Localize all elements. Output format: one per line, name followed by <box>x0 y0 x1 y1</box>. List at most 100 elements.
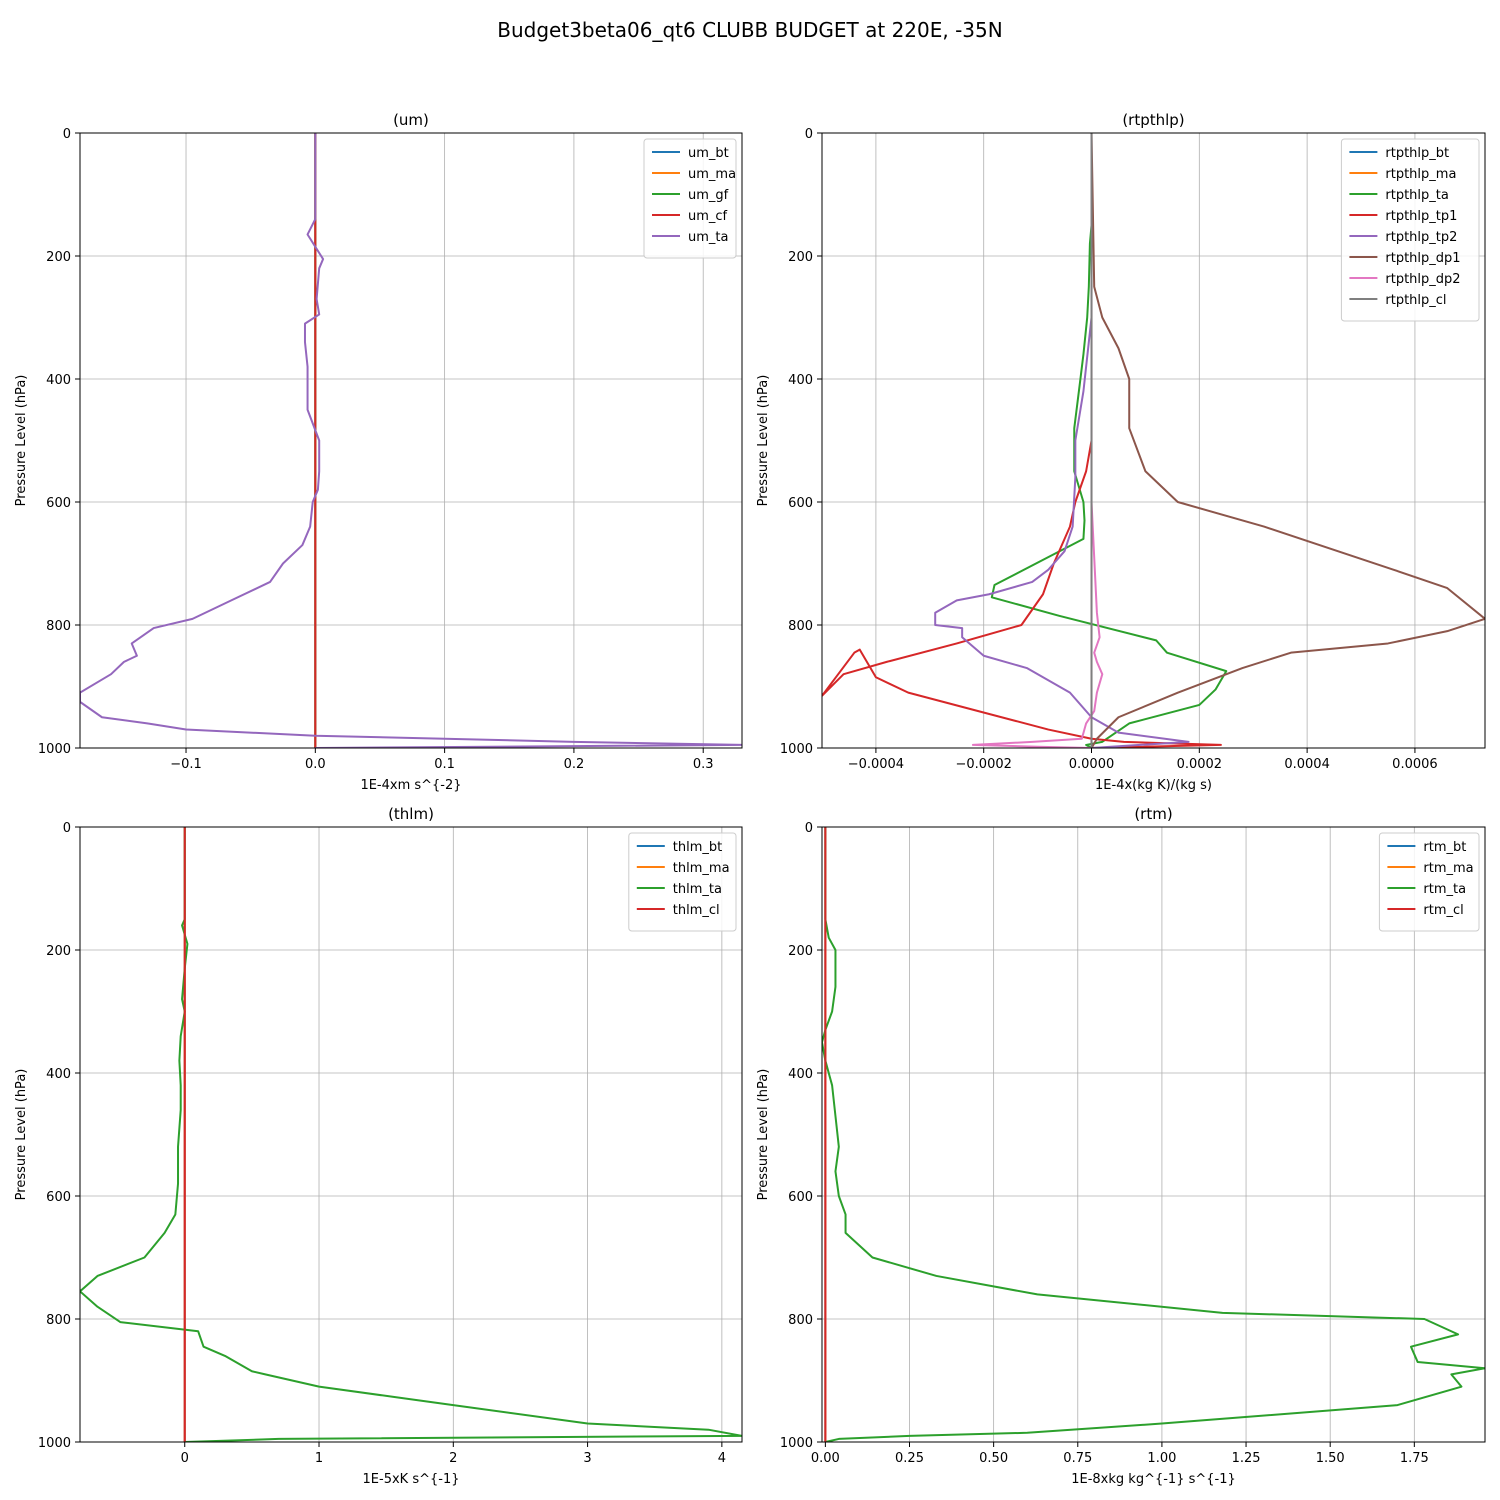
legend: thlm_bt thlm_ma thlm_ta thlm_cl <box>628 832 737 932</box>
y-tick-label: 0 <box>805 127 813 142</box>
chart-panel-2: (rtpthlp) −0.0004 −0.0002 0.0000 0.0002 0.000… <box>756 111 1486 793</box>
panel-title: (thlm) <box>388 805 434 823</box>
legend-label-thlm_cl: thlm_cl <box>673 903 720 918</box>
figure-suptitle: Budget3beta06_qt6 CLUBB BUDGET at 220E, … <box>497 18 1002 42</box>
y-tick-label: 400 <box>788 373 813 388</box>
legend-label-rtm_cl: rtm_cl <box>1423 903 1463 918</box>
series-line-rtpthlp_tp2 <box>934 133 1190 748</box>
x-tick-label: −0.0004 <box>848 757 904 772</box>
axes-frame <box>79 826 743 1443</box>
y-tick-label: 600 <box>46 1190 71 1205</box>
legend-box <box>1378 832 1480 932</box>
legend-label-rtpthlp_bt: rtpthlp_bt <box>1385 146 1449 161</box>
x-tick-label: 0.25 <box>895 1451 924 1466</box>
legend-label-rtm_bt: rtm_bt <box>1423 840 1466 855</box>
y-tick-label: 400 <box>788 1067 813 1082</box>
y-tick-label: 600 <box>788 496 813 511</box>
y-tick-label: 0 <box>63 821 71 836</box>
legend-label-thlm_bt: thlm_bt <box>673 840 722 855</box>
panel-title: (rtpthlp) <box>1122 111 1184 129</box>
y-axis-label: Pressure Level (hPa) <box>756 375 771 507</box>
legend-label-rtpthlp_ta: rtpthlp_ta <box>1385 188 1448 203</box>
x-tick-label: 0.1 <box>434 757 455 772</box>
series-group <box>822 133 1485 748</box>
x-tick-label: 1.25 <box>1232 1451 1261 1466</box>
legend-label-rtpthlp_dp2: rtpthlp_dp2 <box>1385 272 1460 287</box>
x-tick-label: 0.3 <box>693 757 714 772</box>
legend-label-um_ma: um_ma <box>688 167 736 182</box>
x-axis-label: 1E-4x(kg K)/(kg s) <box>1095 778 1212 793</box>
x-tick-label: 1.50 <box>1316 1451 1345 1466</box>
y-axis-label: Pressure Level (hPa) <box>14 375 29 507</box>
x-tick-label: −0.0002 <box>956 757 1012 772</box>
x-axis-label: 1E-8xkg kg^{-1} s^{-1} <box>1071 1472 1236 1487</box>
legend: um_bt um_ma um_gf um_cf um_ta <box>643 138 737 259</box>
legend-label-thlm_ta: thlm_ta <box>673 882 722 897</box>
legend-label-um_gf: um_gf <box>688 188 729 203</box>
x-tick-label: 0.0 <box>305 757 326 772</box>
x-tick-label: 2 <box>449 1451 457 1466</box>
legend-label-rtpthlp_cl: rtpthlp_cl <box>1385 293 1446 308</box>
y-tick-label: 800 <box>788 1313 813 1328</box>
y-tick-label: 200 <box>46 944 71 959</box>
panels: (um)−0.1 0.0 0.1 0.2 0.3020040060080010001E-… <box>14 111 1486 1487</box>
y-tick-label: 200 <box>46 250 71 265</box>
x-axis-label: 1E-4xm s^{-2} <box>360 778 461 793</box>
x-tick-label: 1.00 <box>1147 1451 1176 1466</box>
y-tick-label: 200 <box>788 944 813 959</box>
series-line-thlm_ta <box>80 827 742 1442</box>
legend-label-rtpthlp_dp1: rtpthlp_dp1 <box>1385 251 1460 266</box>
x-tick-label: 0.00 <box>811 1451 840 1466</box>
y-tick-label: 800 <box>46 1313 71 1328</box>
chart-panel-4: (rtm) 0.00 0.25 0.50 0.75 1.00 1.25 1.50 1.75 0 20… <box>756 805 1486 1487</box>
x-tick-label: 1 <box>315 1451 323 1466</box>
legend-label-um_ta: um_ta <box>688 230 728 245</box>
x-tick-label: 0 <box>181 1451 189 1466</box>
series-line-rtpthlp_dp2 <box>971 133 1104 748</box>
x-tick-label: 0.75 <box>1063 1451 1092 1466</box>
y-tick-label: 800 <box>46 619 71 634</box>
legend-label-um_cf: um_cf <box>688 209 728 224</box>
x-axis-label: 1E-5xK s^{-1} <box>363 1472 460 1487</box>
y-tick-label: 200 <box>788 250 813 265</box>
legend: rtm_bt rtm_ma rtm_ta rtm_cl <box>1378 832 1480 932</box>
x-tick-label: 0.2 <box>564 757 585 772</box>
x-tick-label: 4 <box>718 1451 726 1466</box>
series-group <box>80 827 742 1442</box>
series-group <box>80 133 742 748</box>
legend-box <box>1340 138 1480 322</box>
legend: rtpthlp_bt rtpthlp_ma rtpthlp_ta rtpthlp_tp… <box>1340 138 1480 322</box>
y-tick-label: 0 <box>63 127 71 142</box>
legend-label-rtm_ta: rtm_ta <box>1423 882 1466 897</box>
y-tick-label: 600 <box>46 496 71 511</box>
x-tick-label: 3 <box>583 1451 591 1466</box>
legend-box <box>628 832 737 932</box>
series-line-rtpthlp_tp1 <box>822 133 1222 748</box>
series-line-um_ta <box>80 133 742 748</box>
x-tick-label: 0.0000 <box>1069 757 1115 772</box>
x-tick-label: 0.0006 <box>1392 757 1438 772</box>
series-line-rtm_ta <box>822 827 1485 1442</box>
x-tick-label: 0.0004 <box>1284 757 1330 772</box>
legend-label-rtpthlp_tp2: rtpthlp_tp2 <box>1385 230 1457 245</box>
legend-label-thlm_ma: thlm_ma <box>673 861 730 876</box>
axes-frame <box>79 132 743 749</box>
y-tick-label: 400 <box>46 373 71 388</box>
panel-title: (um) <box>393 111 429 129</box>
y-tick-label: 1000 <box>780 1436 813 1451</box>
y-tick-label: 1000 <box>38 1436 71 1451</box>
axes-frame <box>821 826 1486 1443</box>
x-tick-label: −0.1 <box>170 757 202 772</box>
panel-title: (rtm) <box>1134 805 1172 823</box>
series-line-rtpthlp_ta <box>990 133 1228 748</box>
chart-panel-1: (um) −0.1 0.0 0.1 0.2 0.3 0 200 400 600 800 1000 1E-… <box>14 111 743 793</box>
y-tick-label: 0 <box>805 821 813 836</box>
axes-frame <box>821 132 1486 749</box>
legend-box <box>643 138 737 259</box>
x-tick-label: 0.0002 <box>1177 757 1223 772</box>
chart-panel-3: (thlm) 0 1 2 3 4 0 200 400 600 800 1000 1E-5xK s^{-1… <box>14 805 743 1487</box>
legend-label-rtpthlp_tp1: rtpthlp_tp1 <box>1385 209 1457 224</box>
y-axis-label: Pressure Level (hPa) <box>14 1069 29 1201</box>
